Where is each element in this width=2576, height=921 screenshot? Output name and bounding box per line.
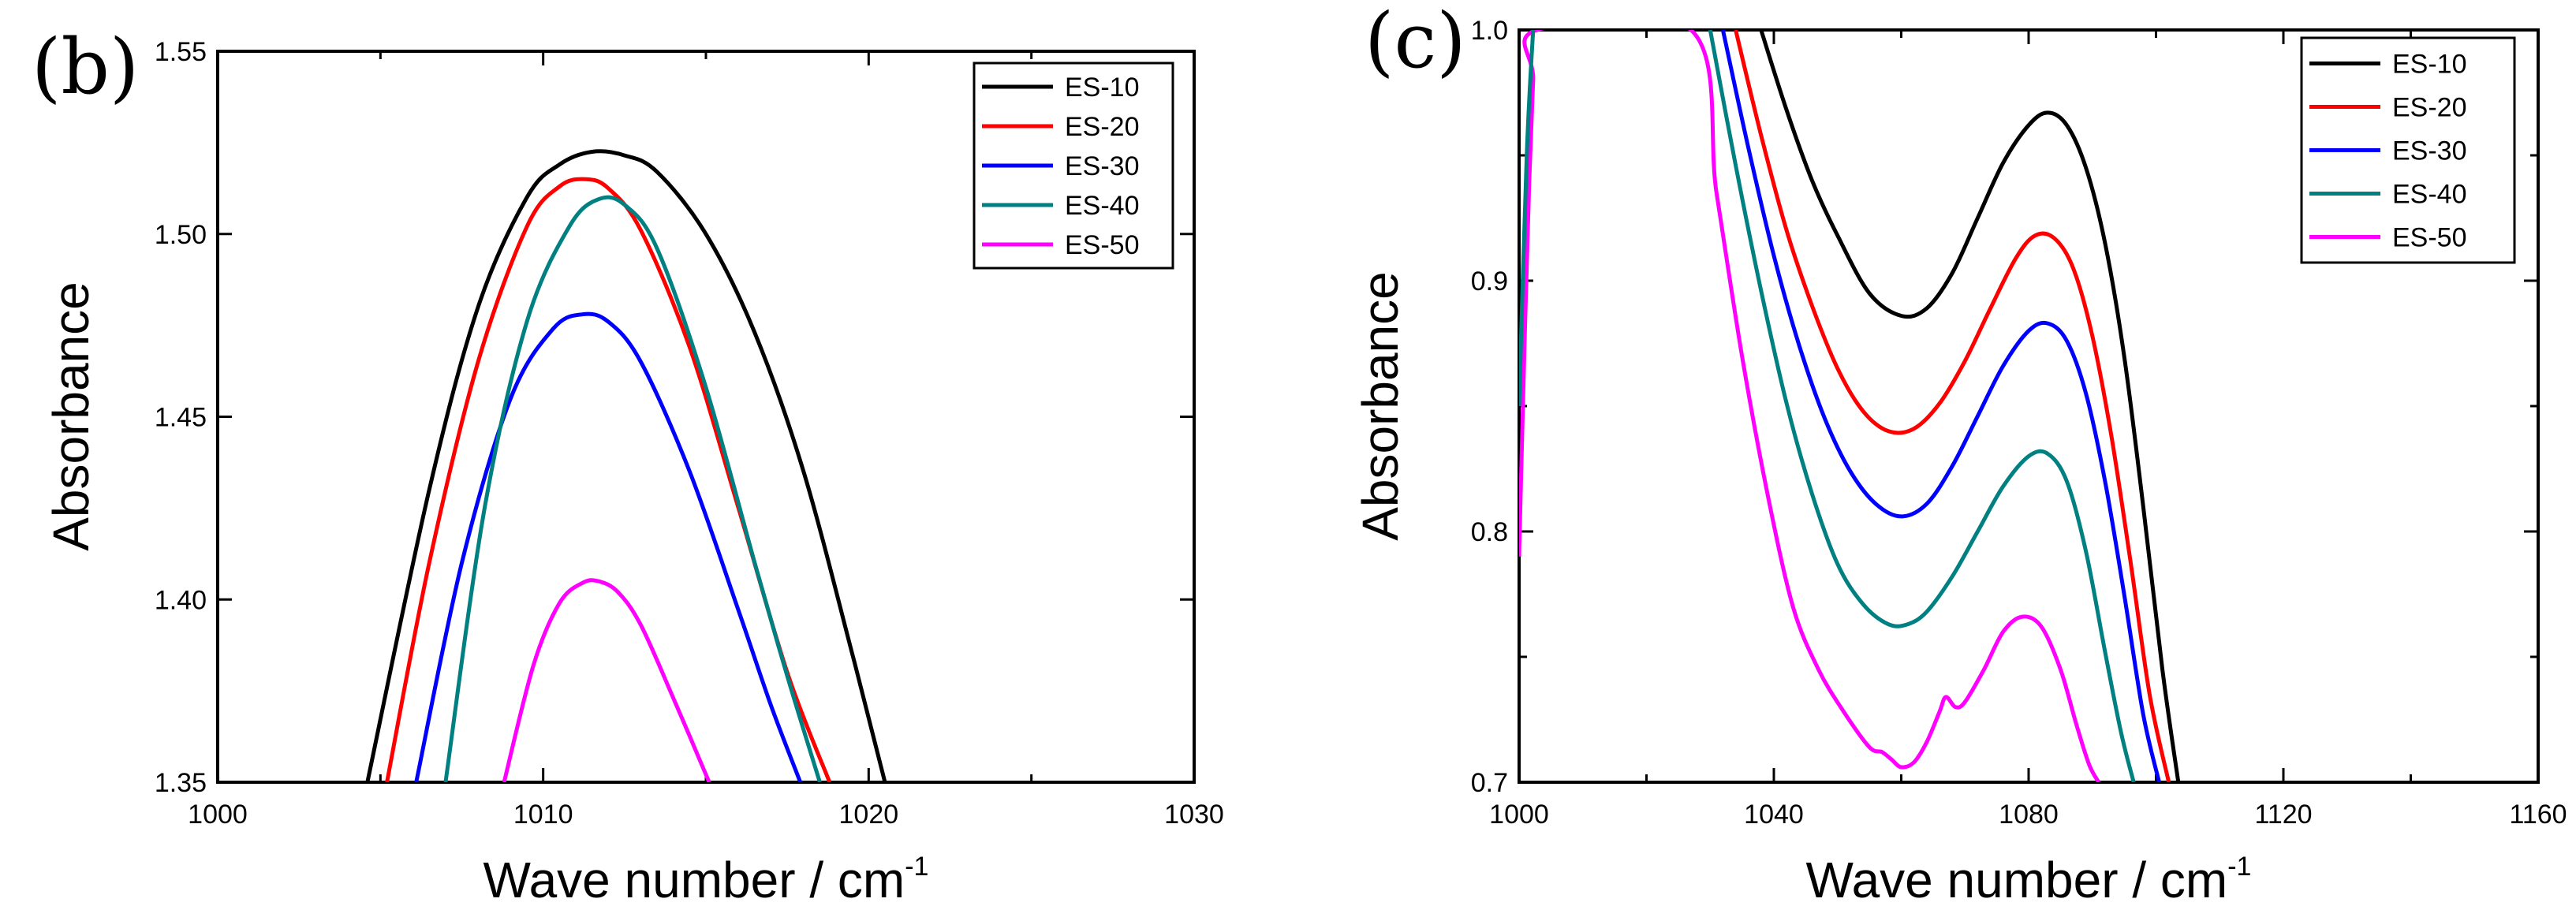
x-tick-label: 1040 bbox=[1744, 800, 1804, 830]
series-line-es-40 bbox=[443, 195, 822, 782]
series-line-es-50 bbox=[1519, 30, 2100, 782]
series-line-es-40-edge bbox=[1519, 30, 1536, 407]
series-line-es-20 bbox=[385, 177, 832, 782]
x-tick-label: 1120 bbox=[2254, 800, 2312, 830]
x-tick-label: 1160 bbox=[2509, 800, 2567, 830]
y-tick-label: 1.50 bbox=[155, 220, 207, 250]
series-lines-b bbox=[365, 149, 887, 782]
y-tick-label: 1.35 bbox=[155, 768, 207, 798]
x-axis-title-exp-b: -1 bbox=[905, 852, 928, 882]
y-axis-title-b: Absorbance bbox=[43, 282, 99, 551]
chart-panel-b: (b) 1000 1010 1020 1030 1.35 1.40 1.45 1.50 1.55… bbox=[32, 23, 1224, 908]
y-tick-label: 1.0 bbox=[1471, 16, 1508, 46]
x-axis-title-b: Wave number / cm-1 bbox=[483, 852, 929, 908]
panel-label-b: (b) bbox=[32, 23, 139, 111]
axis-ticks-b: 1000 1010 1020 1030 1.35 1.40 1.45 1.50 1.55 bbox=[155, 37, 1224, 830]
series-line-es-20 bbox=[1734, 30, 2171, 782]
x-axis-title-c: Wave number / cm-1 bbox=[1806, 852, 2252, 908]
legend-label-es-30: ES-30 bbox=[1065, 151, 1140, 181]
y-tick-label: 1.55 bbox=[155, 37, 207, 67]
legend-label-es-10: ES-10 bbox=[2392, 50, 2467, 80]
y-tick-label: 1.45 bbox=[155, 403, 207, 433]
legend-label-es-30: ES-30 bbox=[2392, 136, 2467, 166]
legend-label-es-40: ES-40 bbox=[1065, 191, 1140, 221]
y-tick-label: 0.9 bbox=[1471, 267, 1508, 296]
y-tick-label: 1.40 bbox=[155, 585, 207, 615]
x-tick-label: 1030 bbox=[1164, 800, 1224, 830]
legend-label-es-20: ES-20 bbox=[2392, 93, 2467, 123]
series-line-es-10 bbox=[1759, 30, 2181, 782]
series-lines-c bbox=[1519, 30, 2181, 782]
series-line-es-40 bbox=[1708, 30, 2136, 782]
x-tick-label: 1000 bbox=[1489, 800, 1549, 830]
series-line-es-30 bbox=[414, 311, 803, 782]
y-axis-title-c: Absorbance bbox=[1352, 271, 1409, 541]
legend-b: ES-10 ES-20 ES-30 ES-40 ES-50 bbox=[973, 62, 1174, 270]
x-tick-label: 1000 bbox=[188, 800, 248, 830]
x-axis-title-text-c: Wave number / cm bbox=[1806, 852, 2228, 908]
x-tick-label: 1010 bbox=[513, 800, 573, 830]
legend-label-es-50: ES-50 bbox=[1065, 230, 1140, 260]
legend-label-es-40: ES-40 bbox=[2392, 180, 2467, 210]
x-tick-label: 1080 bbox=[1999, 800, 2059, 830]
series-line-es-50 bbox=[502, 578, 711, 782]
y-tick-label: 0.7 bbox=[1471, 768, 1508, 798]
legend-c: ES-10 ES-20 ES-30 ES-40 ES-50 bbox=[2300, 36, 2516, 264]
legend-label-es-10: ES-10 bbox=[1065, 73, 1140, 103]
panel-label-c: (c) bbox=[1365, 0, 1466, 85]
series-line-es-10 bbox=[365, 149, 887, 782]
x-axis-title-text-b: Wave number / cm bbox=[483, 852, 905, 908]
legend-label-es-20: ES-20 bbox=[1065, 112, 1140, 142]
legend-label-es-50: ES-50 bbox=[2392, 223, 2467, 253]
axis-ticks-c: 1000 1040 1080 1120 1160 0.7 0.8 0.9 1.0 bbox=[1471, 16, 2567, 830]
x-axis-title-exp-c: -1 bbox=[2227, 852, 2251, 882]
chart-panel-c: (c) 1000 1040 1080 1120 1160 0.7 0.8 0.9 1.0 ES-… bbox=[1352, 0, 2567, 908]
y-tick-label: 0.8 bbox=[1471, 517, 1508, 547]
series-line-es-30 bbox=[1720, 30, 2161, 782]
x-tick-label: 1020 bbox=[839, 800, 899, 830]
